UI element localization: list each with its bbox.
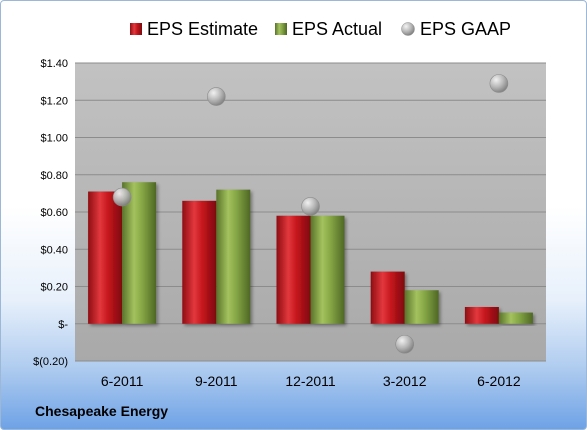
bar-eps-actual — [404, 290, 439, 324]
gaap-point — [489, 74, 509, 93]
y-tick-label: $1.40 — [40, 58, 68, 70]
bar-eps-estimate — [370, 271, 405, 324]
gaap-point — [301, 197, 320, 216]
bar-eps-actual — [216, 189, 251, 324]
legend-item-estimate: EPS Estimate — [130, 19, 258, 39]
x-tick-label: 3-2012 — [383, 373, 427, 389]
gaap-markers — [112, 74, 509, 354]
company-name: Chesapeake Energy — [35, 403, 169, 419]
gaap-point — [395, 334, 415, 354]
bar-eps-estimate — [464, 306, 499, 324]
bar-eps-estimate — [182, 200, 217, 324]
x-tick-label: 12-2011 — [285, 373, 336, 389]
y-tick-label: $0.80 — [40, 170, 68, 182]
chart-legend: EPS Estimate EPS Actual EPS GAAP — [130, 19, 511, 39]
y-tick-label: $1.20 — [40, 95, 68, 107]
bar-eps-actual — [310, 215, 345, 324]
legend-swatch-actual — [275, 23, 287, 35]
legend-label-estimate: EPS Estimate — [147, 19, 258, 39]
legend-marker-gaap — [401, 22, 415, 36]
legend-label-gaap: EPS GAAP — [420, 19, 511, 39]
bar-eps-estimate — [276, 215, 311, 324]
bars — [88, 182, 533, 324]
y-axis-ticks: $(0.20) $- $0.20 $0.40 $0.60 $0.80 $1.00 $1.20 $… — [33, 58, 68, 368]
x-tick-label: 6-2012 — [477, 373, 521, 389]
x-tick-label: 6-2011 — [101, 373, 144, 389]
legend-item-gaap: EPS GAAP — [401, 19, 511, 39]
bar-eps-actual — [498, 312, 533, 324]
x-axis-ticks: 6-2011 9-2011 12-2011 3-2012 6-2012 — [101, 373, 521, 389]
legend-item-actual: EPS Actual — [275, 19, 382, 39]
legend-label-actual: EPS Actual — [292, 19, 382, 39]
y-tick-label: $(0.20) — [33, 356, 68, 368]
y-tick-label: $- — [58, 319, 68, 331]
bar-eps-estimate — [88, 191, 123, 324]
y-tick-label: $1.00 — [40, 133, 68, 145]
legend-swatch-estimate — [130, 23, 142, 35]
x-tick-label: 9-2011 — [195, 373, 238, 389]
gaap-point — [112, 187, 132, 207]
y-tick-label: $0.60 — [40, 207, 68, 219]
bar-eps-actual — [122, 182, 157, 324]
y-tick-label: $0.40 — [40, 244, 68, 256]
gaap-point — [207, 87, 226, 106]
y-tick-label: $0.20 — [40, 282, 68, 294]
